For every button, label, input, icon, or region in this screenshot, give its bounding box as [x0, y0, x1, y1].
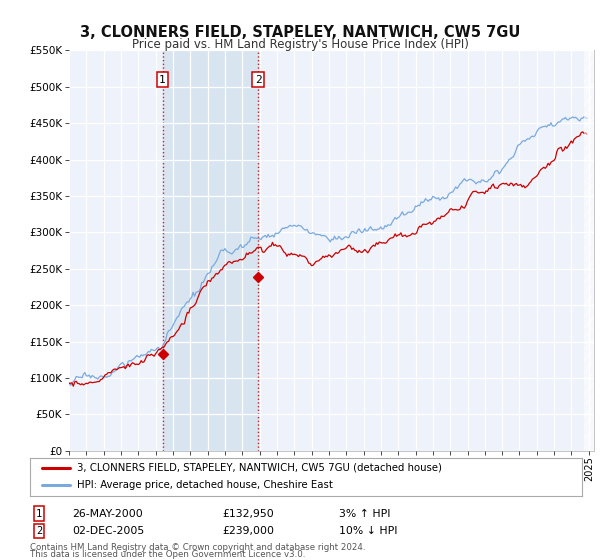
Bar — [584, 50, 594, 451]
Text: 2: 2 — [36, 526, 42, 536]
Bar — [163, 50, 258, 451]
Text: 3% ↑ HPI: 3% ↑ HPI — [339, 508, 391, 519]
Text: £132,950: £132,950 — [222, 508, 274, 519]
Text: Contains HM Land Registry data © Crown copyright and database right 2024.: Contains HM Land Registry data © Crown c… — [30, 543, 365, 552]
Text: This data is licensed under the Open Government Licence v3.0.: This data is licensed under the Open Gov… — [30, 550, 305, 559]
Text: Price paid vs. HM Land Registry's House Price Index (HPI): Price paid vs. HM Land Registry's House … — [131, 38, 469, 51]
Text: 2: 2 — [255, 74, 262, 85]
Text: 3, CLONNERS FIELD, STAPELEY, NANTWICH, CW5 7GU: 3, CLONNERS FIELD, STAPELEY, NANTWICH, C… — [80, 25, 520, 40]
Text: 02-DEC-2005: 02-DEC-2005 — [72, 526, 144, 536]
Text: 1: 1 — [159, 74, 166, 85]
Text: £239,000: £239,000 — [222, 526, 274, 536]
Text: HPI: Average price, detached house, Cheshire East: HPI: Average price, detached house, Ches… — [77, 480, 333, 491]
Text: 10% ↓ HPI: 10% ↓ HPI — [339, 526, 397, 536]
Text: 26-MAY-2000: 26-MAY-2000 — [72, 508, 143, 519]
Text: 3, CLONNERS FIELD, STAPELEY, NANTWICH, CW5 7GU (detached house): 3, CLONNERS FIELD, STAPELEY, NANTWICH, C… — [77, 463, 442, 473]
Text: 1: 1 — [36, 508, 42, 519]
